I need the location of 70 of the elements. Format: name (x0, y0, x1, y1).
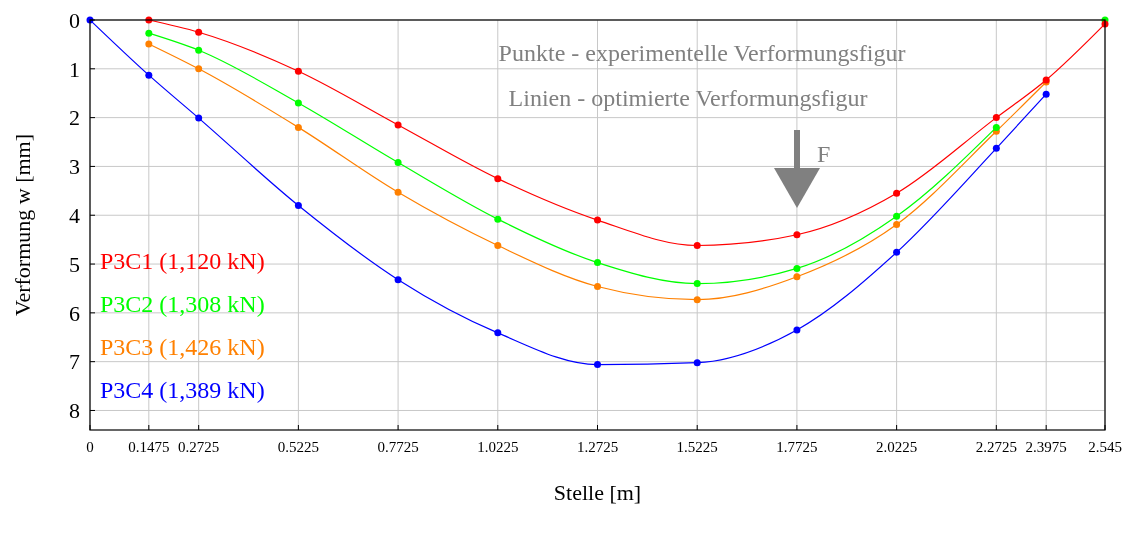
x-tick-label: 2.545 (1088, 439, 1122, 455)
point (793, 231, 801, 239)
x-tick-label: 1.7725 (776, 439, 818, 455)
point (594, 259, 601, 267)
y-axis-title: Verformung w [mm] (10, 133, 35, 317)
point (693, 359, 701, 367)
x-tick-label: 0.2725 (178, 439, 220, 455)
point (394, 121, 402, 129)
point (893, 189, 901, 197)
y-tick-label: 5 (69, 251, 80, 277)
x-tick-label: 0 (86, 439, 94, 455)
y-tick-label: 2 (69, 105, 80, 131)
point (294, 67, 302, 75)
y-tick-label: 4 (69, 202, 80, 228)
point (793, 264, 801, 272)
text: P3C2 (1,308 kN) (100, 291, 265, 317)
annotation: Linien - optimierte Verformungsfigur (508, 85, 868, 111)
x-tick-label: 2.0225 (875, 439, 918, 455)
text: P3C1 (1,120 kN) (100, 248, 265, 274)
point (145, 40, 153, 48)
point (693, 242, 701, 249)
point (494, 215, 502, 223)
x-tick-label: 1.2725 (576, 439, 619, 455)
point (893, 212, 901, 220)
point (494, 329, 502, 337)
point (494, 242, 502, 249)
point (145, 71, 153, 79)
text: P3C3 (1,426 kN) (100, 334, 265, 360)
point (294, 99, 302, 107)
x-tick-label: 0.1475 (128, 439, 170, 455)
point (992, 144, 1000, 152)
x-tick-label: 0.7725 (377, 439, 419, 455)
point (693, 280, 701, 288)
x-tick-label: 0.5225 (277, 439, 320, 455)
y-tick-label: 6 (69, 300, 80, 326)
point (294, 123, 302, 131)
y-tick-label: 3 (69, 154, 80, 180)
point (195, 28, 203, 36)
x-tick-label: 2.2725 (975, 439, 1017, 455)
y-tick-label: 1 (69, 56, 80, 82)
annotation: Punkte - experimentelle Verformungsfigur (498, 40, 906, 66)
x-axis-title: Stelle [m] (553, 480, 642, 505)
point (195, 114, 203, 122)
point (394, 276, 402, 284)
point (992, 114, 1000, 122)
y-tick-label: 0 (69, 7, 80, 33)
point (494, 175, 502, 183)
y-tick-label: 8 (69, 398, 80, 424)
point (294, 201, 302, 209)
point (693, 296, 701, 304)
point (594, 361, 601, 369)
point (594, 216, 601, 224)
annotation: F (817, 141, 831, 167)
x-tick-label: 2.3975 (1025, 439, 1067, 455)
point (195, 65, 203, 73)
text: P3C4 (1,389 kN) (100, 377, 265, 403)
point (594, 283, 601, 290)
point (394, 159, 402, 167)
point (992, 123, 1000, 131)
point (893, 248, 901, 256)
x-tick-label: 1.5225 (676, 439, 718, 455)
y-tick-label: 7 (69, 349, 80, 375)
point (1042, 90, 1050, 98)
point (793, 326, 801, 334)
point (394, 188, 402, 196)
point (793, 273, 801, 281)
point (893, 221, 901, 229)
point (145, 29, 153, 37)
point (195, 46, 203, 54)
x-tick-label: 1.0225 (477, 439, 519, 455)
